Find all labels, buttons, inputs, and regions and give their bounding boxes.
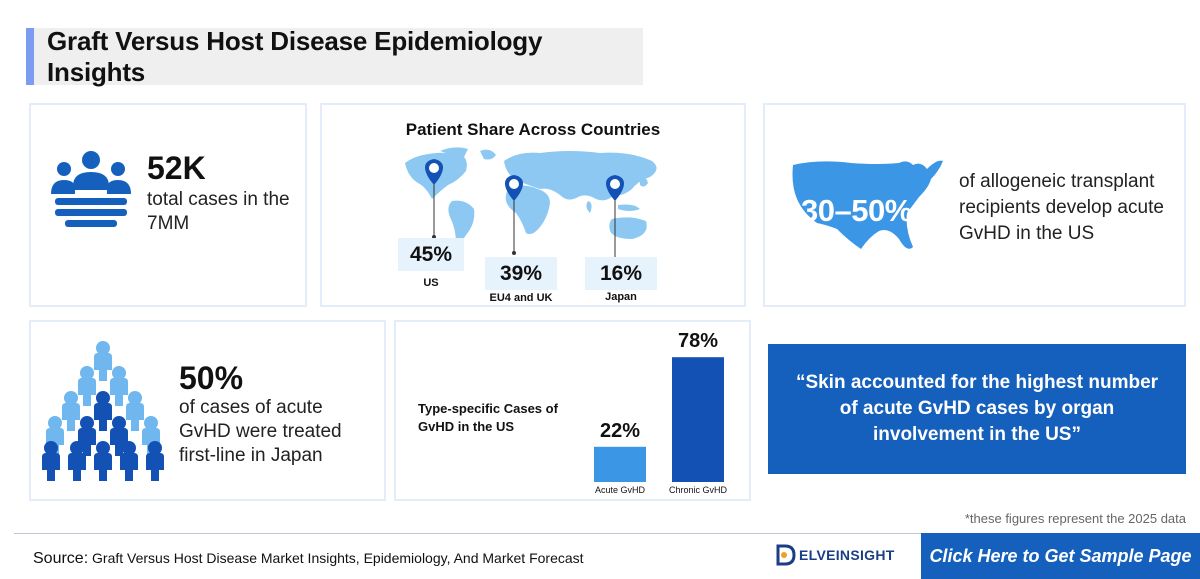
us-map-icon (792, 160, 943, 249)
people-pyramid-icon (42, 341, 164, 481)
page-title: Graft Versus Host Disease Epidemiology I… (47, 25, 543, 87)
total-cases-card: 52K total cases in the 7MM (29, 103, 307, 307)
chart-title: Type-specific Cases of GvHD in the US (418, 401, 558, 434)
get-sample-button[interactable]: Click Here to Get Sample Page (921, 533, 1200, 579)
people-group-icon (51, 151, 131, 227)
title-banner: Graft Versus Host Disease Epidemiology I… (26, 25, 643, 87)
bar-value-label: 78% (678, 330, 718, 352)
eu-share-value: 39% (485, 257, 557, 290)
first-line-value: 50% (179, 360, 244, 396)
patient-share-title: Patient Share Across Countries (405, 120, 661, 139)
japan-share-label: Japan (605, 291, 637, 303)
map-pin-icon (425, 159, 443, 185)
bar-chronic-gvhd (672, 357, 724, 482)
bar-value-label: 22% (600, 420, 640, 442)
footnote: *these figures represent the 2025 data (964, 511, 1186, 526)
bar-category-label: Chronic GvHD (669, 485, 728, 495)
source-line: Source: Graft Versus Host Disease Market… (33, 550, 584, 568)
logo-text: ELVEINSIGHT (799, 547, 895, 563)
delveinsight-logo: ELVEINSIGHT (776, 544, 895, 566)
gvhd-type-chart-card: Type-specific Cases of GvHD in the US 22… (394, 320, 751, 501)
us-share-label: US (423, 277, 439, 289)
acute-us-value: 30–50% (801, 193, 912, 228)
acute-us-desc: of allogeneic transplant recipients deve… (959, 171, 1164, 244)
eu-share-label: EU4 and UK (489, 292, 553, 304)
total-cases-value: 52K (147, 150, 206, 186)
skin-quote: “Skin accounted for the highest number o… (768, 344, 1186, 474)
first-line-card: 50% of cases of acute GvHD were treated … (29, 320, 386, 501)
map-pin-icon (505, 175, 523, 201)
us-share-value: 45% (398, 238, 464, 271)
bar-category-label: Acute GvHD (595, 485, 646, 495)
patient-share-card: Patient Share Across Countries (320, 103, 746, 307)
map-pin-icon (606, 175, 624, 201)
bar-acute-gvhd (594, 446, 646, 482)
japan-share-value: 16% (585, 257, 657, 290)
source-text: Graft Versus Host Disease Market Insight… (92, 550, 584, 566)
footer-divider (14, 533, 1186, 534)
bar-chart: 22% Acute GvHD 78% Chronic GvHD (594, 330, 728, 495)
logo-d-icon (776, 544, 796, 566)
acute-us-card: 30–50% of allogeneic transplant recipien… (763, 103, 1186, 307)
world-map (405, 147, 657, 244)
total-cases-desc: total cases in the 7MM (147, 189, 290, 234)
first-line-desc: of cases of acute GvHD were treated firs… (179, 397, 342, 466)
source-label: Source: (33, 550, 89, 567)
